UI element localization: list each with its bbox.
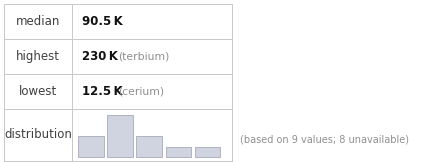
Text: highest: highest [16,50,60,63]
Text: (cerium): (cerium) [118,87,164,97]
Bar [78,136,104,157]
Bar [195,146,221,157]
Bar [107,115,133,157]
Text: 12.5 K: 12.5 K [82,85,123,98]
Text: distribution: distribution [4,128,72,141]
Text: median: median [16,15,60,28]
Text: (terbium): (terbium) [118,52,169,62]
Text: lowest: lowest [19,85,57,98]
Text: 230 K: 230 K [82,50,118,63]
Text: 90.5 K: 90.5 K [82,15,123,28]
Text: (based on 9 values; 8 unavailable): (based on 9 values; 8 unavailable) [240,134,409,144]
Bar [136,136,162,157]
Bar [166,146,191,157]
